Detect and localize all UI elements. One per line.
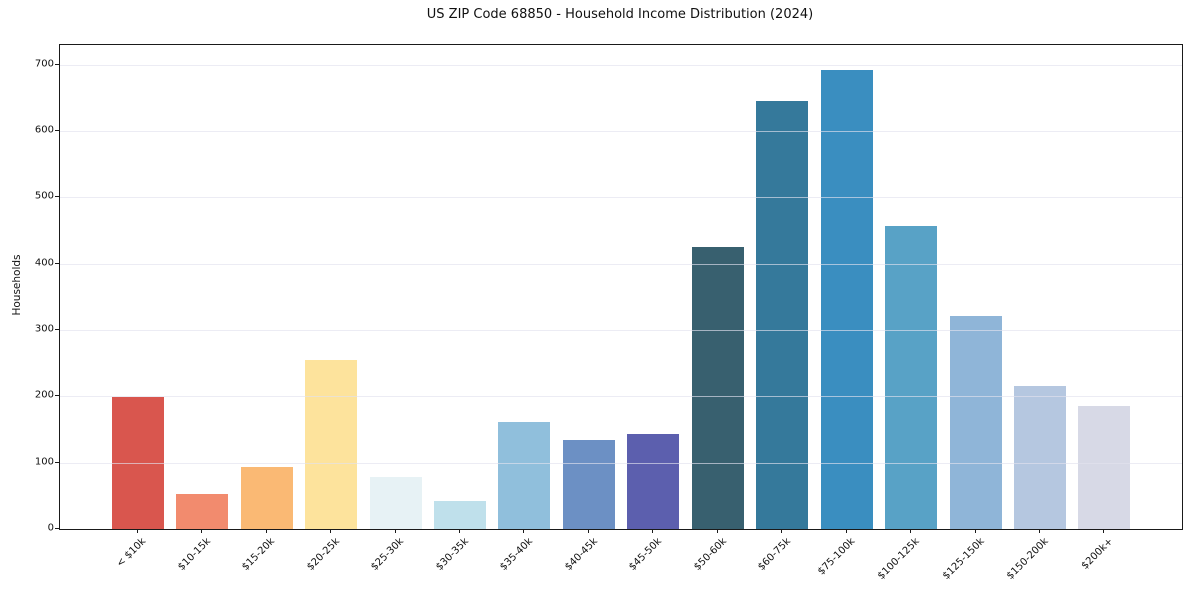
x-tick-label: $100-125k [875, 536, 922, 582]
x-tick-label: $10-15k [175, 536, 213, 573]
gridline [60, 197, 1182, 199]
x-tick-label: $125-150k [940, 536, 987, 582]
x-tick-mark [265, 529, 267, 533]
x-tick-label: $15-20k [240, 536, 278, 573]
bar [305, 359, 358, 529]
bar [433, 501, 486, 529]
gridline [60, 64, 1182, 66]
bar [498, 422, 551, 529]
bar [627, 433, 680, 529]
bar [369, 477, 422, 529]
y-tick-label: 100 [34, 456, 54, 468]
x-tick-mark [716, 529, 718, 533]
x-tick-label: $20-25k [304, 536, 342, 573]
y-tick-label: 300 [34, 323, 54, 335]
bar [240, 466, 293, 529]
y-tick-label: 200 [34, 389, 54, 401]
x-tick-label: $75-100k [815, 536, 858, 578]
x-tick-mark [781, 529, 783, 533]
x-tick-label: $40-45k [562, 536, 600, 573]
gridline [60, 263, 1182, 265]
x-tick-mark [136, 529, 138, 533]
x-tick-mark [330, 529, 332, 533]
x-tick-label: $45-50k [627, 536, 665, 573]
y-tick-mark [55, 329, 59, 331]
y-tick-mark [55, 130, 59, 132]
bar [885, 226, 938, 529]
x-tick-mark [652, 529, 654, 533]
chart-title: US ZIP Code 68850 - Household Income Dis… [426, 7, 814, 22]
bar [756, 101, 809, 529]
x-tick-label: $50-60k [691, 536, 729, 573]
x-tick-mark [974, 529, 976, 533]
x-tick-mark [845, 529, 847, 533]
y-tick-label: 700 [34, 58, 54, 70]
y-tick-mark [55, 461, 59, 463]
bar [1014, 386, 1066, 529]
bar [820, 69, 873, 529]
y-tick-label: 0 [47, 522, 54, 534]
x-tick-mark [458, 529, 460, 533]
x-tick-label: $60-75k [756, 536, 793, 573]
x-tick-mark [910, 529, 912, 533]
y-tick-label: 500 [34, 190, 54, 202]
y-tick-label: 600 [34, 124, 54, 136]
x-tick-mark [1103, 529, 1105, 533]
y-tick-mark [55, 528, 59, 529]
y-tick-mark [55, 63, 59, 65]
bar [562, 440, 615, 529]
bar [111, 397, 164, 529]
x-tick-label: $200k+ [1079, 536, 1116, 572]
x-tick-label: < $10k [114, 536, 149, 570]
x-tick-label: $150-200k [1004, 536, 1051, 582]
x-tick-mark [394, 529, 396, 533]
bar [691, 247, 744, 529]
x-tick-label: $30-35k [433, 536, 471, 573]
x-tick-mark [523, 529, 525, 533]
x-tick-mark [201, 529, 203, 533]
y-tick-mark [55, 196, 59, 198]
y-tick-mark [55, 395, 59, 397]
plot-area [59, 44, 1183, 530]
y-tick-mark [55, 262, 59, 264]
x-tick-mark [1039, 529, 1040, 533]
x-tick-mark [587, 529, 589, 533]
gridline [60, 131, 1182, 133]
bar [1078, 405, 1131, 529]
y-tick-label: 400 [34, 257, 54, 269]
bar [176, 493, 229, 529]
bar [949, 315, 1002, 529]
x-tick-label: $35-40k [498, 536, 536, 573]
x-tick-label: $25-30k [369, 536, 407, 573]
gridline [60, 330, 1182, 332]
